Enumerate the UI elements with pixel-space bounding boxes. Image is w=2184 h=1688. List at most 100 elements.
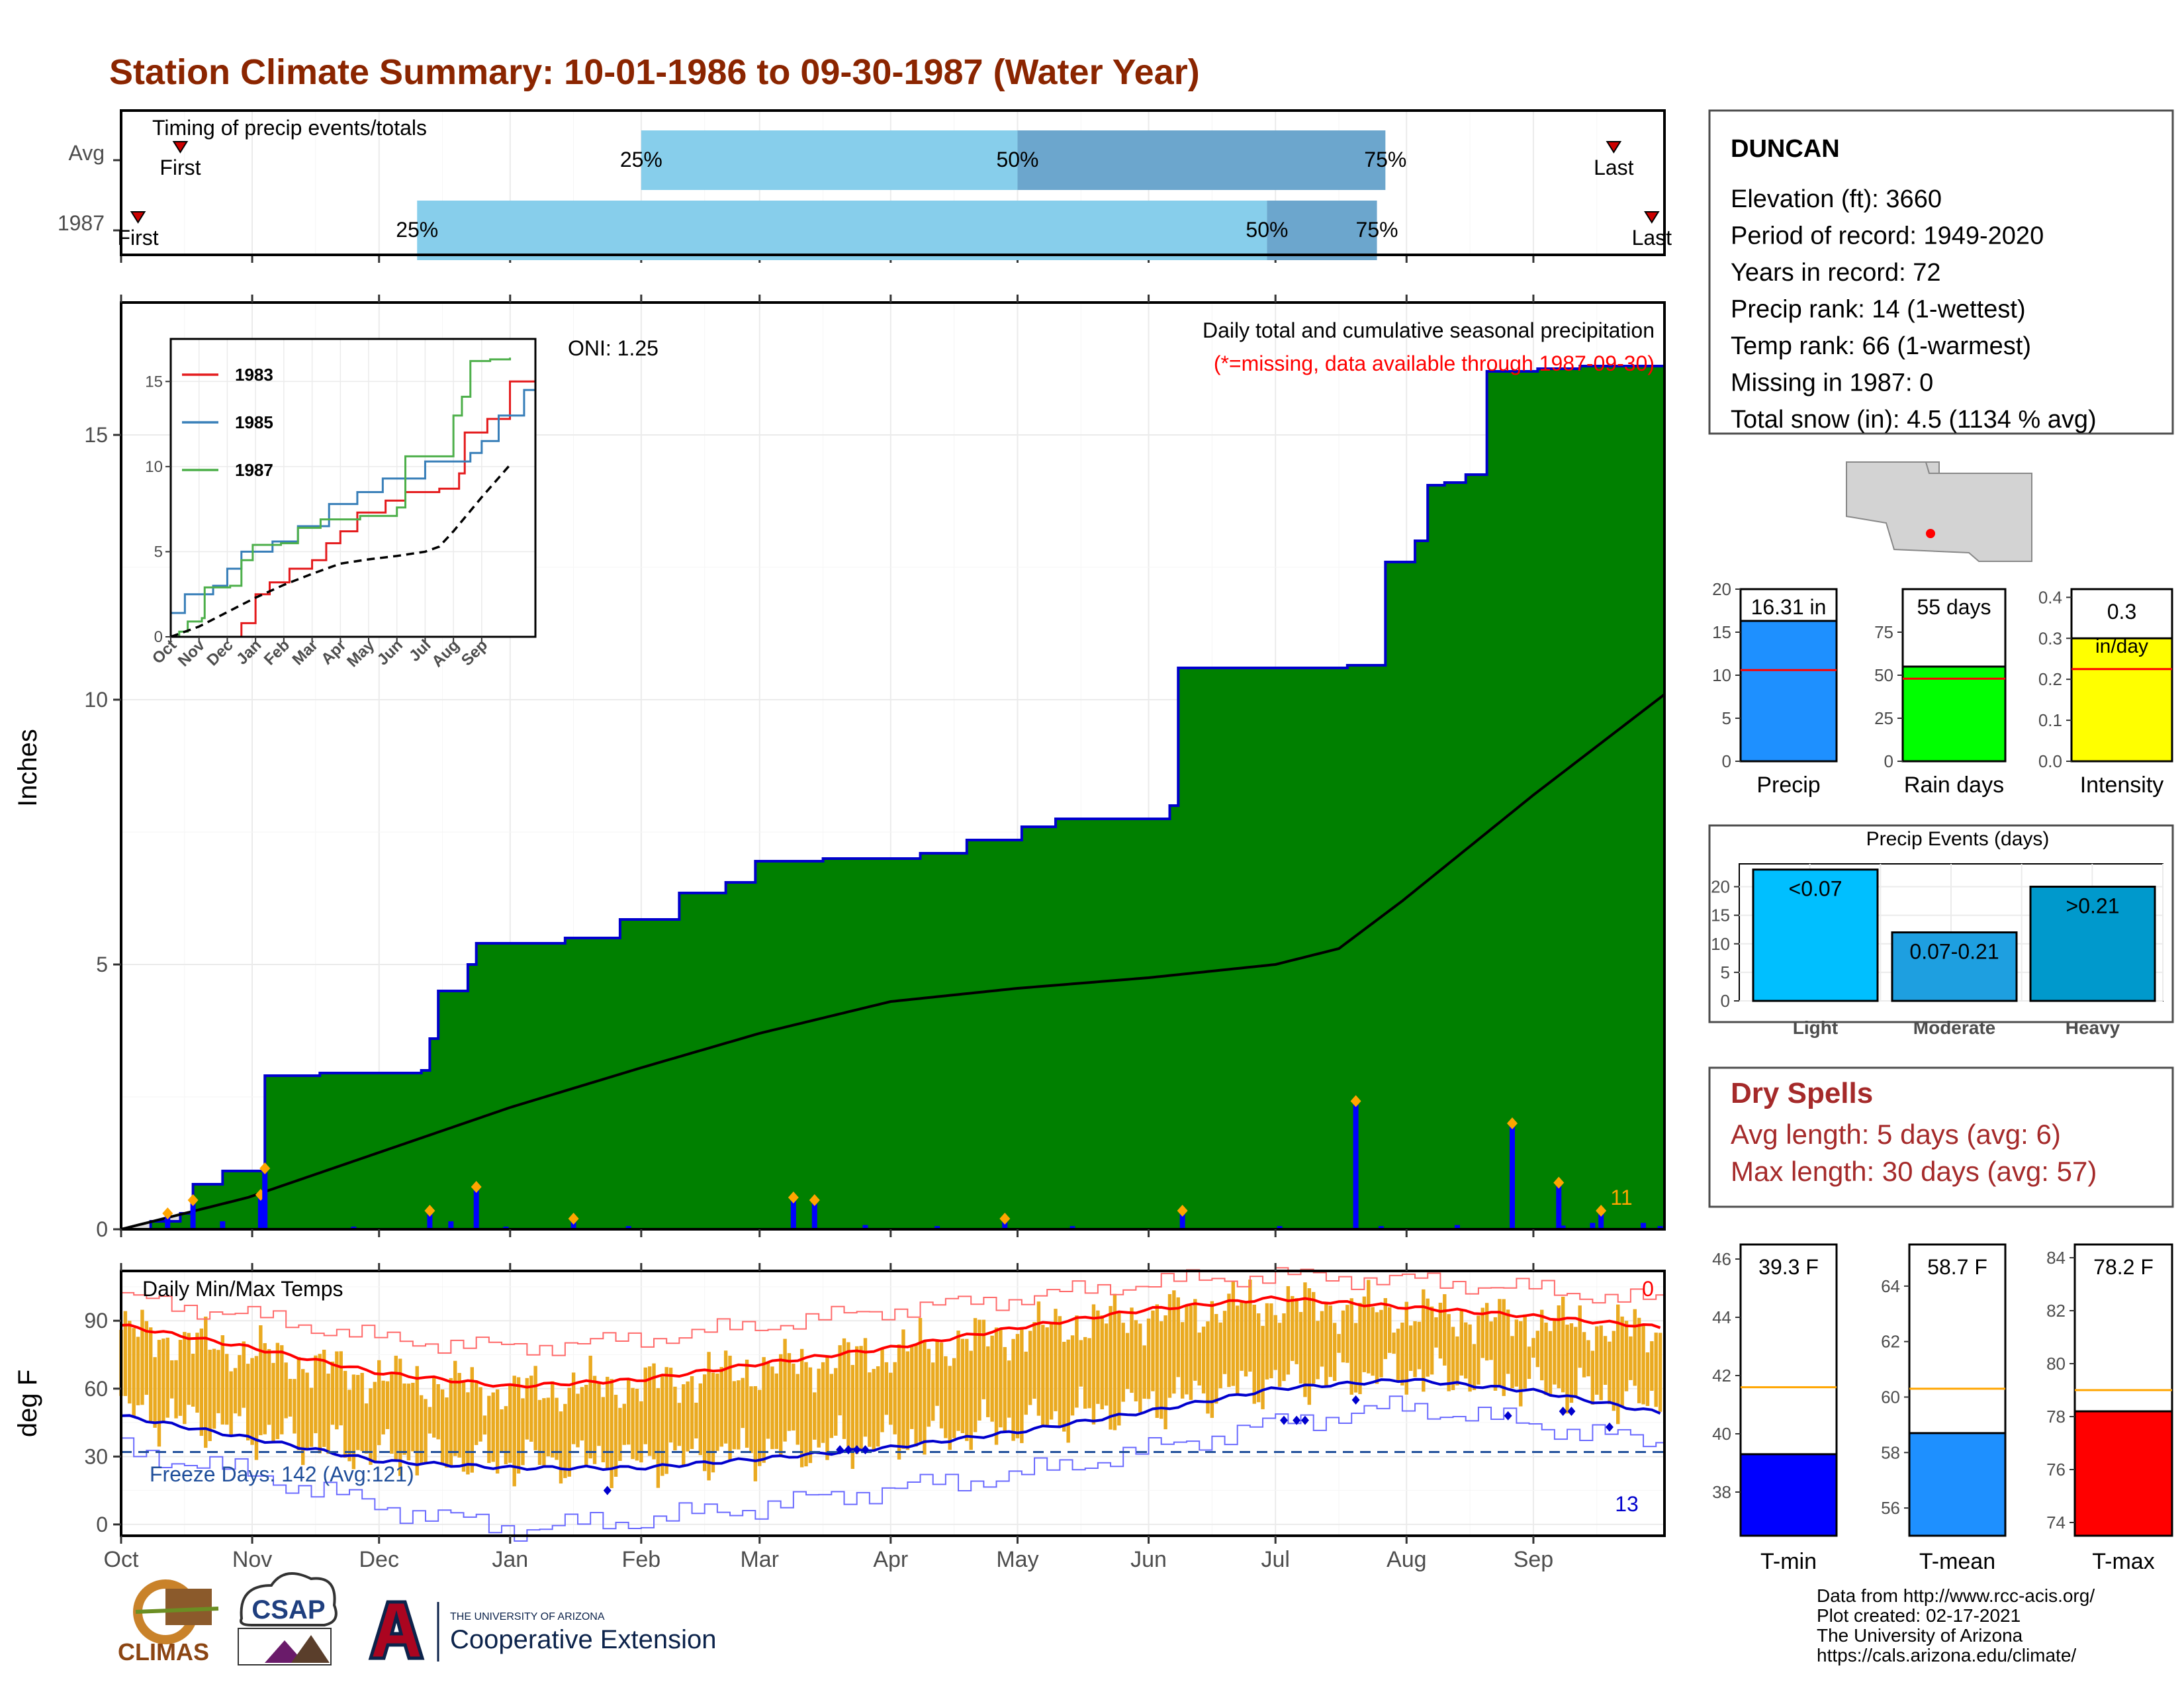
freeze-days-label: Freeze Days: 142 (Avg:121) [150,1462,414,1486]
daily-temp-bar [546,1397,550,1457]
daily-temp-bar [537,1399,542,1466]
daily-temp-bar [204,1316,208,1448]
daily-temp-bar [1091,1304,1096,1425]
temp-bar-y-tick-label: 42 [1712,1366,1731,1385]
daily-temp-bar [542,1398,546,1468]
daily-temp-bar [183,1332,187,1425]
station-info-line: Precip rank: 14 (1-wettest) [1731,296,2026,324]
daily-temp-bar [449,1378,453,1466]
daily-temp-bar [1379,1309,1383,1378]
daily-temp-bar [664,1367,668,1474]
daily-temp-bar [944,1356,948,1438]
daily-temp-bar [377,1360,381,1446]
daily-temp-bar [491,1392,495,1462]
daily-temp-bar [1472,1344,1477,1390]
mini-chart-raindays: 55 days 0 25 50 75 Rain days [1874,588,2007,798]
events-bar-moderate [1891,931,2018,1002]
record-min-line [121,1395,1664,1542]
daily-temp-bar [123,1311,128,1396]
events-y-tick-label: 20 [1711,877,1730,897]
month-label: Oct [104,1547,139,1572]
station-info-line: Total snow (in): 4.5 (1134 % avg) [1731,406,2097,434]
daily-temp-bar [1612,1331,1616,1411]
daily-temp-bar [1248,1280,1252,1372]
daily-temp-bar [868,1372,872,1447]
daily-temp-bar [157,1340,161,1447]
daily-precip-marker [999,1213,1011,1225]
daily-temp-bar [753,1386,758,1481]
daily-temp-bar [606,1376,610,1470]
daily-temp-bar [1163,1315,1167,1430]
daily-temp-bar [428,1407,432,1434]
temp-y-tick-label: 90 [84,1309,108,1333]
daily-temp-bar [326,1374,330,1454]
temp-bar-chart-tmax: 78.2 F 74 76 78 80 82 84 T-max [2046,1243,2173,1574]
daily-temp-bar [880,1348,884,1432]
daily-temp-bar [1565,1325,1569,1414]
daily-precip-bar [448,1221,454,1229]
temp-bar-x-label: T-min [1760,1549,1817,1574]
daily-temp-bar [994,1327,999,1445]
daily-temp-bar [978,1319,981,1421]
daily-temp-bar [804,1362,808,1467]
daily-temp-bar [1375,1312,1379,1384]
daily-temp-bar [1130,1307,1134,1393]
precip-y-label: Inches [13,729,42,807]
daily-temp-bar [339,1351,343,1426]
daily-temp-bar [1049,1323,1054,1420]
daily-temp-bar [398,1358,402,1476]
daily-temp-bar [1180,1322,1185,1399]
daily-temp-bar [140,1309,144,1405]
daily-temp-bar [1480,1307,1484,1358]
daily-temp-bar [1383,1297,1388,1360]
daily-temp-bar [1066,1339,1070,1443]
daily-temp-bar [571,1372,576,1444]
daily-temp-bar [1206,1321,1210,1414]
events-bar-label: <0.07 [1789,877,1843,901]
cold-record-marker [1351,1395,1360,1405]
daily-temp-bar [508,1383,512,1463]
daily-temp-bar [457,1373,461,1458]
daily-temp-bar [1214,1313,1218,1404]
daily-temp-bar [1468,1324,1472,1392]
daily-temp-bar [351,1374,356,1470]
daily-temp-bar [1637,1317,1641,1403]
mini-chart-intensity: 0.3 in/day 0.0 0.1 0.2 0.3 0.4 Intensity [2038,587,2173,798]
timing-bar-q25-q50 [417,201,1267,260]
ua-big-text: Cooperative Extension [450,1625,716,1654]
temp-bar-y-tick-label: 82 [2046,1301,2066,1321]
daily-precip-bar [790,1197,796,1229]
daily-temp-bar [990,1335,994,1422]
daily-temp-bar [309,1387,314,1447]
daily-precip-marker [809,1194,820,1206]
daily-temp-bar [1658,1333,1662,1412]
daily-temp-bar [394,1356,398,1462]
mini-x-label: Precip [1756,773,1820,798]
daily-temp-bar [169,1360,174,1399]
daily-temp-bar [846,1342,850,1447]
daily-temp-bar [1535,1331,1540,1368]
month-label: Aug [1387,1547,1427,1572]
daily-temp-bar [986,1346,990,1417]
daily-temp-bar [161,1338,165,1421]
daily-temp-bar [948,1366,952,1450]
daily-temp-bar [1641,1323,1645,1405]
daily-temp-bar [436,1383,440,1440]
daily-temp-bar [652,1363,656,1460]
daily-temp-bar [153,1357,157,1428]
daily-temp-bar [174,1360,178,1419]
cumulative-precip-area [121,361,1664,1229]
daily-temp-bar [1608,1341,1612,1405]
daily-temp-bar [259,1325,263,1436]
daily-temp-bar [1058,1316,1062,1428]
daily-temp-bar [1447,1314,1451,1391]
mini-y-tick-label: 50 [1874,665,1893,685]
daily-temp-bar [1586,1340,1590,1377]
mini-value-label: 0.3 [2107,600,2136,624]
temp-bar-y-tick-label: 80 [2046,1354,2066,1374]
daily-precip-bar [1353,1101,1359,1229]
daily-temp-bar [981,1319,986,1399]
daily-temp-bar [931,1362,935,1421]
daily-temp-bar [1417,1321,1422,1370]
precip-y-tick-label: 5 [96,953,108,976]
